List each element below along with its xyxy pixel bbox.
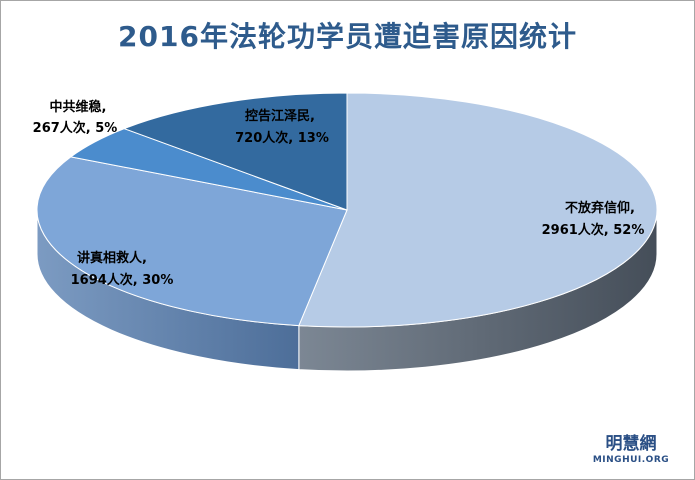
label-zhenxiang: 讲真相救人, 1694人次, 30% — [71, 250, 174, 288]
label-xinyang-value: 2961人次, 52% — [542, 222, 645, 238]
slice-zhenxiang — [36, 156, 348, 327]
watermark-en: MINGHUI.ORG — [593, 455, 669, 465]
label-weiwen-value: 267人次, 5% — [33, 120, 118, 136]
label-weiwen-name: 中共维稳, — [50, 99, 107, 115]
label-zhenxiang-value: 1694人次, 30% — [71, 272, 174, 288]
minghui-watermark: 明慧網 MINGHUI.ORG — [593, 433, 669, 465]
label-konggao-value: 720人次, 13% — [235, 130, 329, 146]
slice-xinyang — [298, 92, 658, 328]
label-konggao: 控告江泽民, 720人次, 13% — [235, 108, 329, 146]
label-konggao-name: 控告江泽民, — [245, 108, 315, 124]
label-xinyang-name: 不放弃信仰, — [565, 200, 635, 216]
chart-title: 2016年法轮功学员遭迫害原因统计 — [118, 20, 577, 53]
watermark-cn: 明慧網 — [606, 433, 657, 454]
slice-konggao — [122, 92, 348, 211]
label-weiwen: 中共维稳, 267人次, 5% — [33, 99, 118, 136]
label-zhenxiang-name: 讲真相救人, — [77, 250, 147, 266]
label-xinyang: 不放弃信仰, 2961人次, 52% — [542, 200, 645, 238]
